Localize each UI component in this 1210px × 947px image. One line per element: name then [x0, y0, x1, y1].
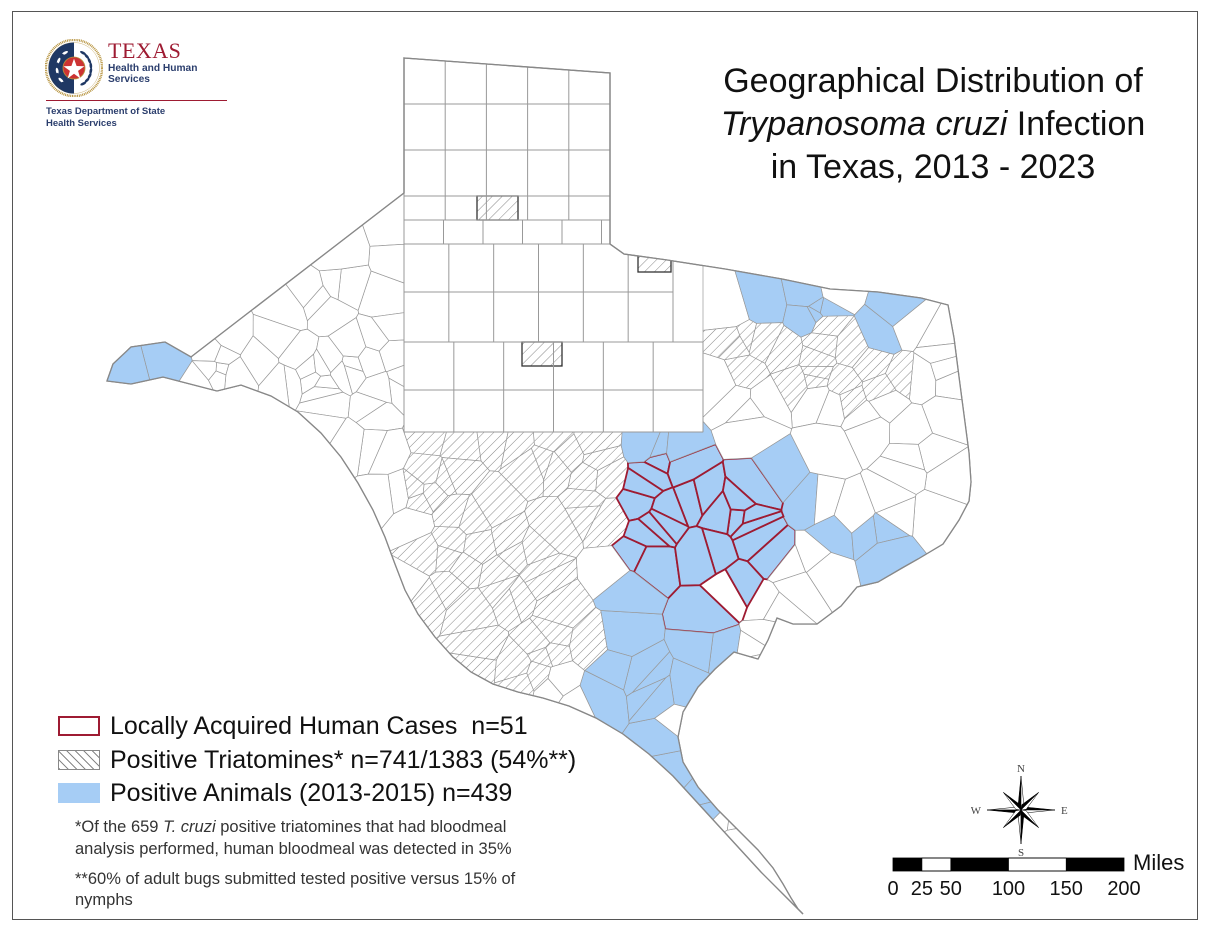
- svg-text:150: 150: [1050, 878, 1083, 900]
- svg-text:200: 200: [1107, 878, 1140, 900]
- svg-text:W: W: [971, 805, 982, 817]
- svg-text:25: 25: [911, 878, 933, 900]
- svg-text:100: 100: [992, 878, 1025, 900]
- svg-text:50: 50: [940, 878, 962, 900]
- svg-text:N: N: [1017, 763, 1025, 775]
- svg-text:Miles: Miles: [1133, 850, 1184, 875]
- svg-text:E: E: [1061, 805, 1068, 817]
- svg-text:0: 0: [887, 878, 898, 900]
